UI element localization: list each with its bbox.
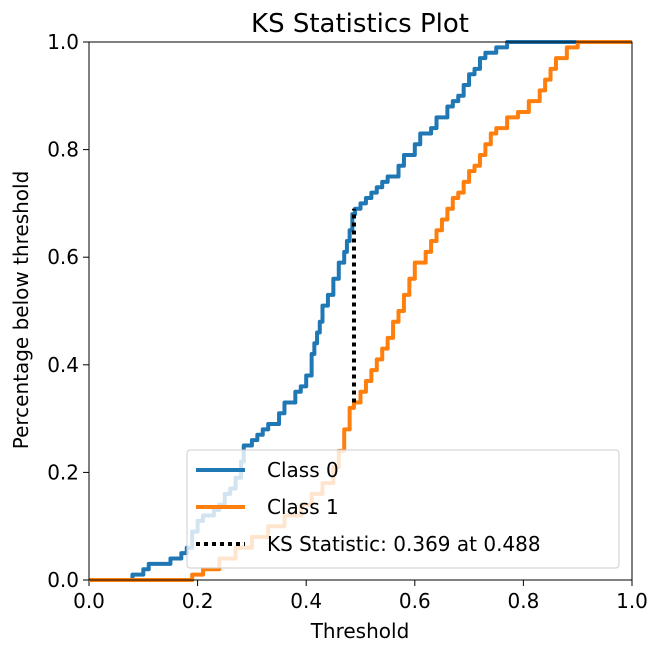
x-tick-label: 0.2	[182, 589, 214, 613]
axis-ticks: 0.0 0.2 0.4 0.6 0.8 1.0 0.0 0.2 0.4 0.6 0.8 1.0	[47, 30, 648, 613]
x-tick-label: 1.0	[616, 589, 648, 613]
legend-box	[186, 449, 620, 569]
legend: Class 0 Class 1 KS Statistic: 0.369 at 0…	[186, 449, 620, 569]
x-axis-label: Threshold	[310, 619, 410, 643]
y-tick-label: 0.2	[47, 460, 79, 484]
x-tick-label: 0.0	[73, 589, 105, 613]
legend-label-ks-statistic: KS Statistic: 0.369 at 0.488	[267, 532, 541, 556]
x-tick-label: 0.8	[507, 589, 539, 613]
legend-label-class-0: Class 0	[267, 458, 339, 482]
y-axis-label: Percentage below threshold	[9, 171, 33, 450]
y-tick-label: 0.8	[47, 138, 79, 162]
chart-title: KS Statistics Plot	[251, 9, 469, 39]
y-tick-label: 0.4	[47, 353, 79, 377]
plot-frame	[88, 41, 633, 581]
y-tick-label: 0.0	[47, 568, 79, 592]
legend-label-class-1: Class 1	[267, 495, 339, 519]
x-tick-label: 0.4	[290, 589, 322, 613]
y-tick-label: 0.6	[47, 245, 79, 269]
x-tick-label: 0.6	[399, 589, 431, 613]
y-tick-label: 1.0	[47, 30, 79, 54]
